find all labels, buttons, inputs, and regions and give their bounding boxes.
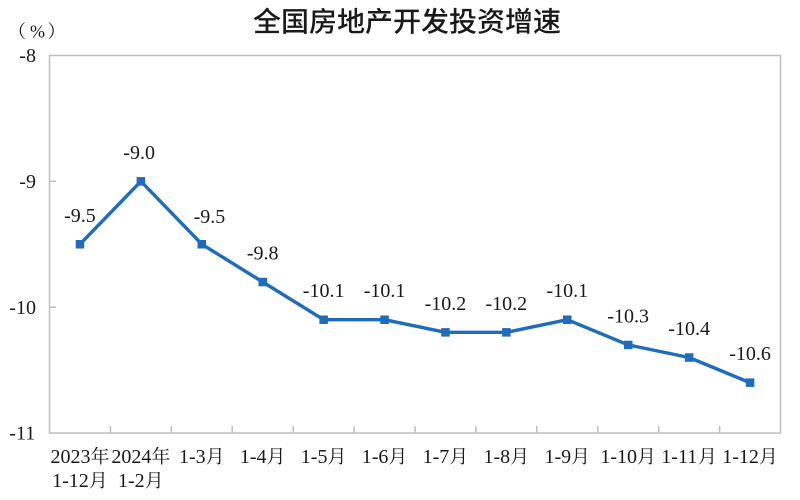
svg-text:1-7: 1-7 — [423, 446, 450, 468]
svg-text:-11: -11 — [9, 423, 35, 445]
svg-text:1-8: 1-8 — [484, 446, 511, 468]
svg-text:-10.6: -10.6 — [729, 343, 771, 365]
svg-text:-10.1: -10.1 — [547, 280, 589, 302]
svg-text:%: % — [30, 22, 45, 42]
svg-text:1-4: 1-4 — [240, 446, 267, 468]
svg-text:1-12: 1-12 — [52, 470, 89, 492]
svg-text:-9: -9 — [19, 171, 36, 193]
svg-text:2023: 2023 — [51, 446, 91, 468]
svg-text:2024: 2024 — [111, 446, 151, 468]
svg-text:1-2: 1-2 — [118, 470, 145, 492]
svg-text:-9.8: -9.8 — [247, 243, 279, 265]
svg-text:-10.1: -10.1 — [303, 280, 345, 302]
svg-text:1-12: 1-12 — [722, 446, 759, 468]
svg-text:-10.2: -10.2 — [486, 293, 528, 315]
svg-text:1-6: 1-6 — [362, 446, 389, 468]
svg-text:-8: -8 — [19, 45, 36, 67]
svg-text:-10.1: -10.1 — [364, 280, 406, 302]
svg-text:1-3: 1-3 — [179, 446, 206, 468]
svg-text:1-10: 1-10 — [600, 446, 637, 468]
svg-text:-10.4: -10.4 — [668, 318, 710, 340]
svg-text:-10: -10 — [9, 297, 36, 319]
svg-text:-9.0: -9.0 — [123, 142, 155, 164]
svg-text:1-5: 1-5 — [301, 446, 328, 468]
svg-text:-10.2: -10.2 — [425, 293, 467, 315]
svg-text:-9.5: -9.5 — [194, 206, 226, 228]
svg-text:-9.5: -9.5 — [64, 205, 96, 227]
svg-text:-10.3: -10.3 — [607, 305, 649, 327]
svg-text:1-9: 1-9 — [545, 446, 572, 468]
svg-text:1-11: 1-11 — [661, 446, 697, 468]
